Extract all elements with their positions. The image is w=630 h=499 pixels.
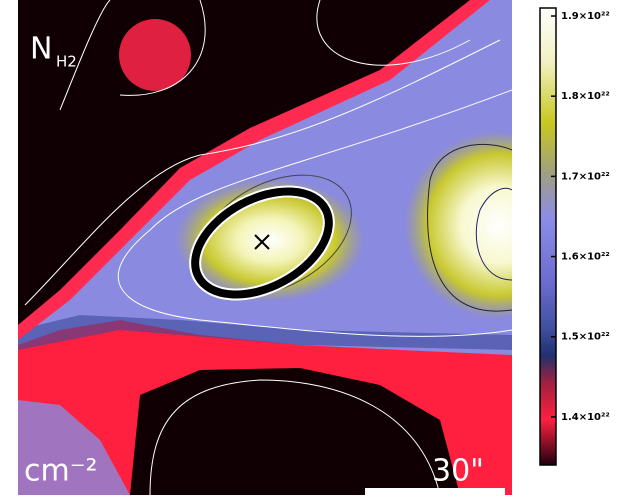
colorbar-tick-label: 1.9×10²² xyxy=(561,11,610,22)
map-image xyxy=(18,0,512,495)
unit-label: cm⁻² xyxy=(24,454,98,489)
colorbar-tick-label: 1.7×10²² xyxy=(561,171,610,182)
colorbar-ticks: 1.9×10²² 1.8×10²² 1.7×10²² 1.6×10²² 1.5×10²²… xyxy=(551,11,610,423)
colorbar-tick-label: 1.8×10²² xyxy=(561,91,610,102)
scale-label: 30" xyxy=(432,454,484,489)
colorbar-tick-label: 1.5×10²² xyxy=(561,332,610,343)
colorbar-tick-label: 1.4×10²² xyxy=(561,412,610,423)
species-label: N xyxy=(30,32,52,67)
colorbar-tick-label: 1.6×10²² xyxy=(561,252,610,263)
species-subscript: H2 xyxy=(56,53,77,71)
colorbar xyxy=(539,7,557,466)
